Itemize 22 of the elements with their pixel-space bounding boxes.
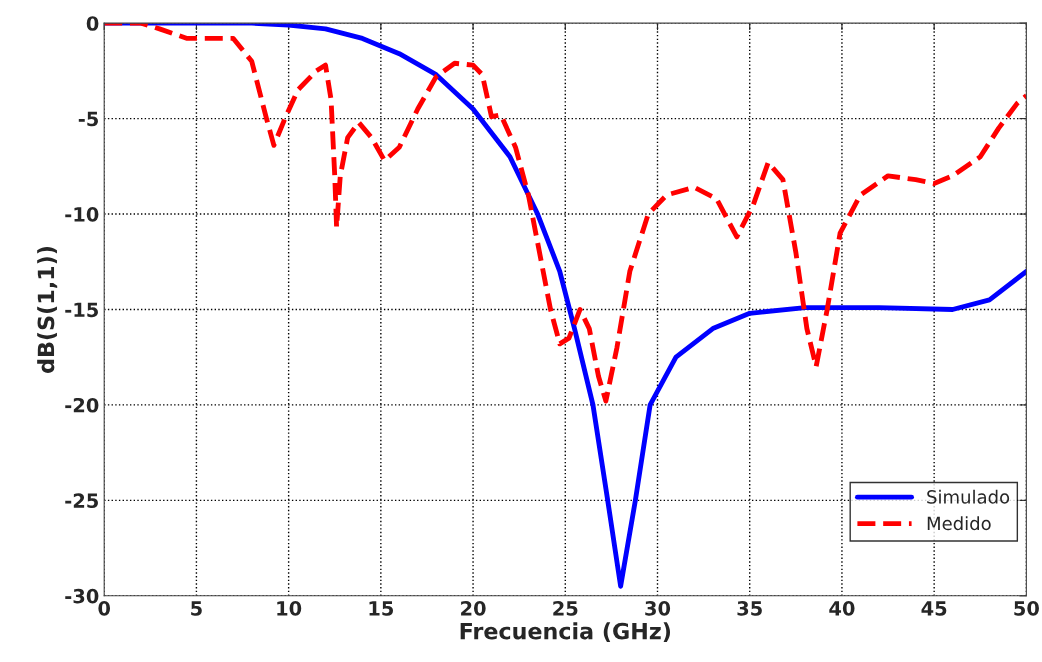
y-tick-label: -15 [65, 302, 98, 318]
legend-label: Simulado [927, 489, 1010, 504]
x-tick-label: 45 [921, 601, 947, 616]
y-axis-title: dB(S(1,1)) [37, 246, 58, 373]
x-tick-label: 25 [553, 601, 578, 616]
y-tick-label: -20 [65, 397, 99, 413]
x-tick-label: 20 [461, 601, 486, 616]
x-tick-label: 15 [369, 601, 394, 616]
x-tick-label: 10 [277, 601, 302, 616]
y-tick-label: -5 [78, 111, 98, 127]
x-tick-label: 50 [1014, 601, 1039, 616]
y-tick-label: 0 [86, 16, 99, 31]
y-tick-label: -30 [65, 588, 99, 604]
x-tick-label: 5 [191, 601, 202, 616]
x-tick-label: 40 [829, 601, 855, 616]
x-tick-label: 0 [98, 601, 111, 616]
x-tick-label: 35 [737, 601, 762, 616]
legend-label: Medido [927, 516, 991, 531]
y-tick-label: -10 [65, 207, 99, 222]
x-axis-title: Frecuencia (GHz) [460, 622, 671, 643]
y-tick-label: -25 [65, 493, 98, 509]
x-tick-label: 30 [645, 601, 671, 616]
